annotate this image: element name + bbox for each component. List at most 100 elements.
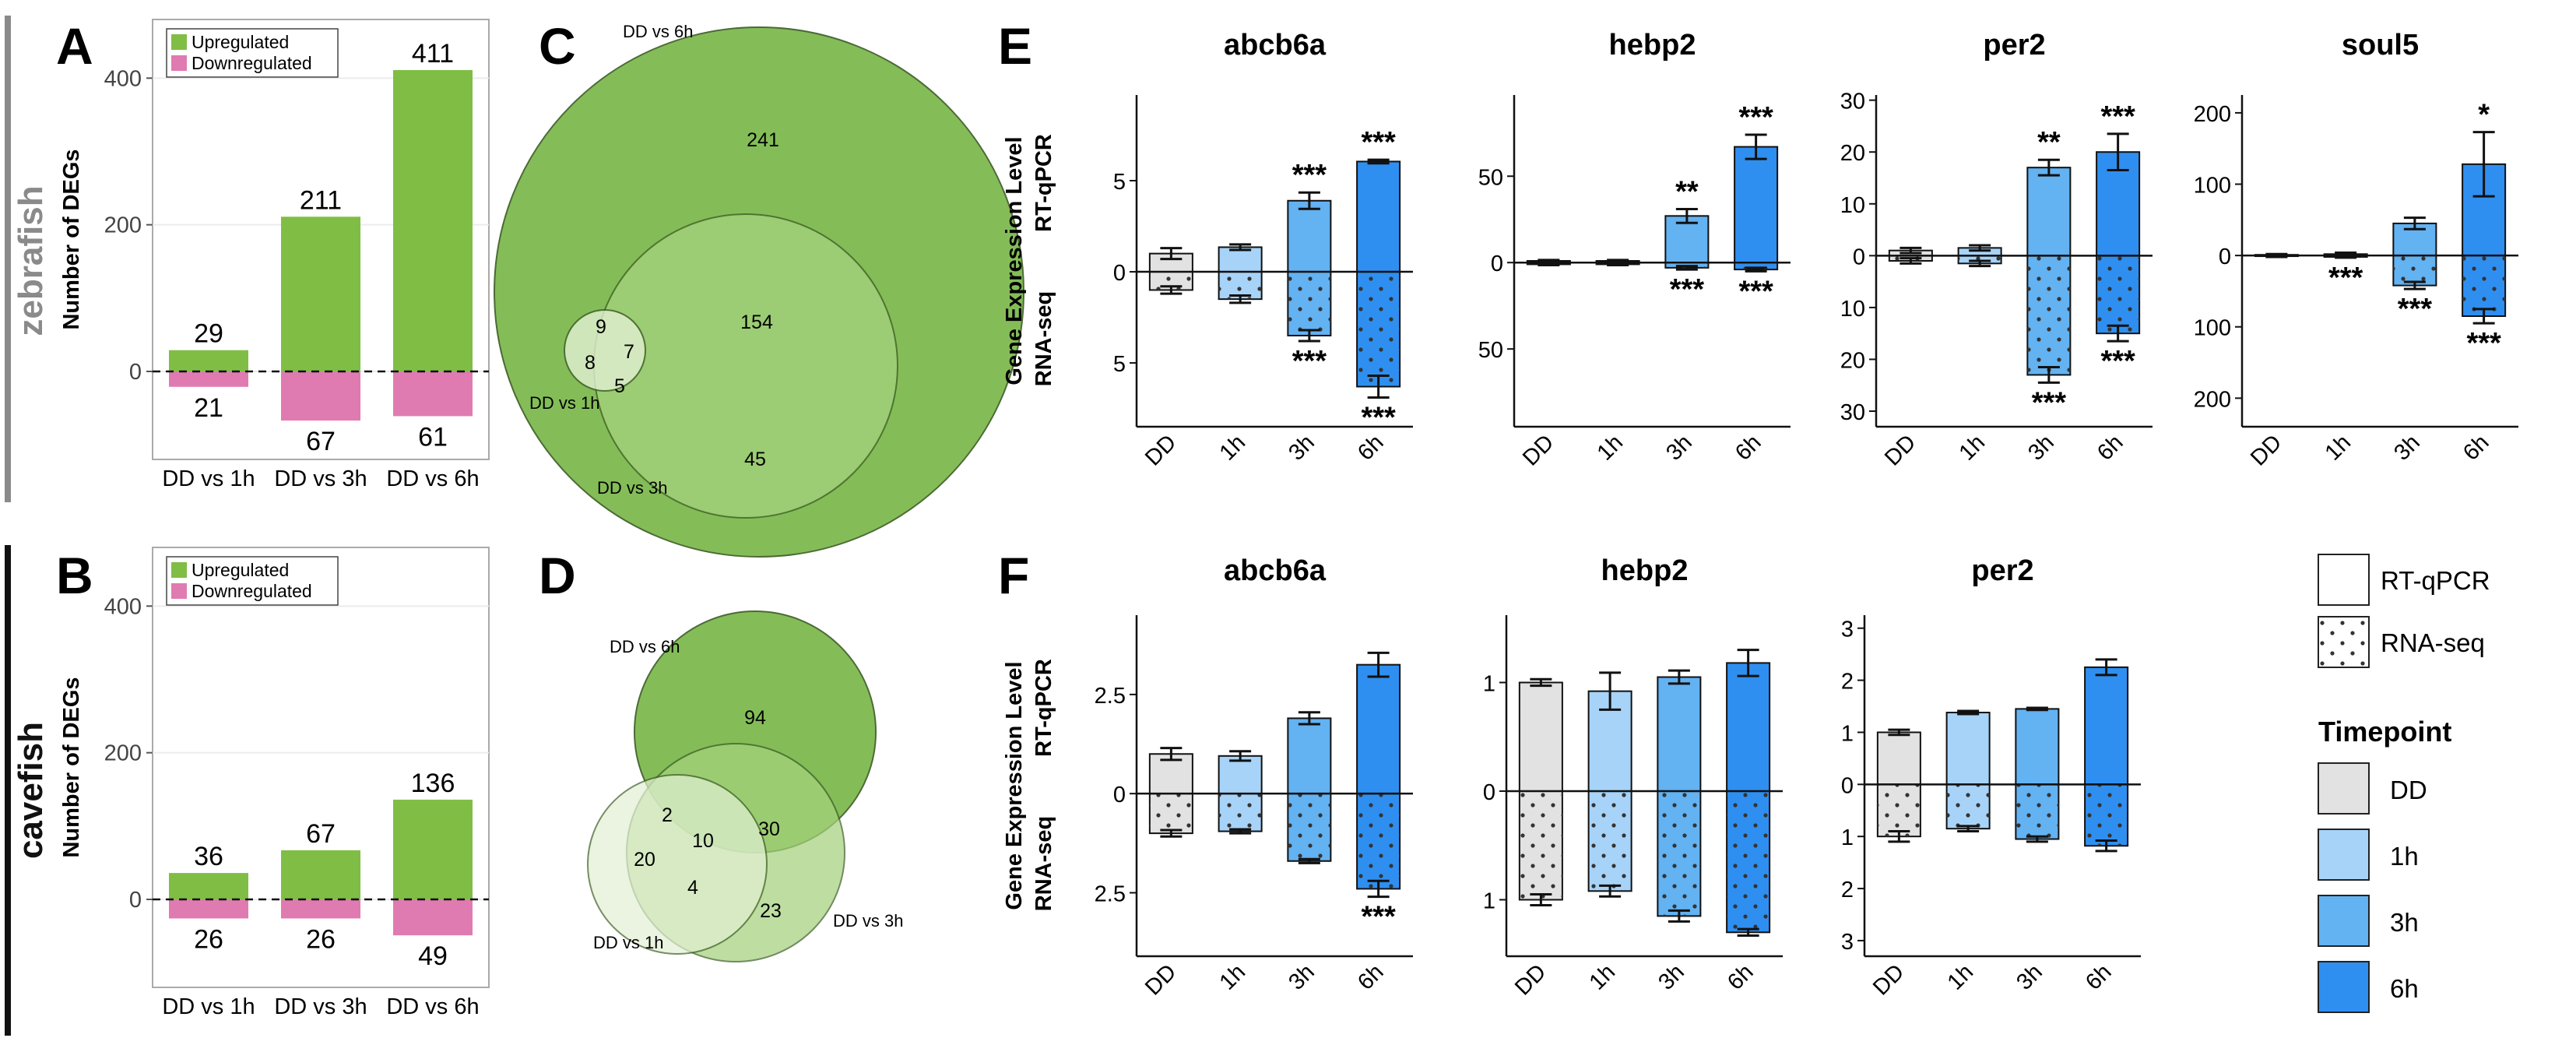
x-tick-label: DD vs 3h bbox=[274, 466, 367, 491]
y-tick-label: 400 bbox=[104, 594, 142, 619]
error-bar-rtqpcr bbox=[1367, 651, 1390, 678]
y-tick-label: 50 bbox=[1478, 338, 1503, 363]
bar-upregulated bbox=[169, 350, 248, 371]
error-bar-rnaseq bbox=[2403, 280, 2426, 290]
bar-upregulated bbox=[169, 873, 248, 899]
bar-rtqpcr-6h bbox=[1734, 146, 1779, 264]
venn-d-count-6h-3h: 30 bbox=[758, 818, 780, 840]
venn-c-count-only6h: 241 bbox=[747, 129, 779, 151]
x-tick-label: DD vs 6h bbox=[386, 466, 479, 491]
error-bar-rnaseq bbox=[2026, 835, 2048, 843]
y-tick-label: 30 bbox=[1840, 90, 1865, 114]
panel-c-venn: DD vs 6h DD vs 3h DD vs 1h 241 154 45 8 … bbox=[494, 22, 1024, 558]
data-label-down: 67 bbox=[306, 427, 336, 456]
bar-rtqpcr-3h bbox=[2015, 708, 2060, 786]
error-bar-rtqpcr bbox=[1745, 133, 1767, 160]
y-tick-label: 20 bbox=[1840, 348, 1865, 373]
legend-label-up: Upregulated bbox=[192, 32, 289, 52]
species-label-cavefish: cavefish bbox=[12, 722, 50, 859]
y-tick-label: 200 bbox=[2194, 102, 2231, 127]
error-bar-rtqpcr bbox=[1538, 259, 1560, 263]
gene-title: soul5 bbox=[2342, 29, 2419, 62]
significance-rnaseq: *** bbox=[1292, 345, 1327, 378]
y-tick-label: 3 bbox=[1841, 618, 1854, 642]
panel-letter-e: E bbox=[998, 17, 1032, 75]
y-tick-label: 0 bbox=[1841, 773, 1854, 798]
x-tick-label: 3h bbox=[2023, 430, 2058, 465]
bar-rnaseq-dots-1h bbox=[1946, 784, 1990, 829]
y-tick-label: 0 bbox=[129, 888, 142, 913]
panel-b-deg-chart: 0 200 400 Number of DEGs 36 26 DD vs 1h 67 26 DD … bbox=[59, 547, 490, 1019]
bar-downregulated bbox=[393, 371, 473, 417]
y-axis-title-main: Gene Expression Level bbox=[1002, 661, 1027, 910]
species-bar-cavefish: cavefish bbox=[5, 545, 50, 1036]
expression-chart-per2: per2 3 2 1 0 1 2 3 DD 1h 3h 6h bbox=[1841, 554, 2141, 1001]
error-bar-rnaseq bbox=[1229, 828, 1252, 835]
x-tick-label: DD bbox=[2246, 430, 2286, 470]
expression-chart-hebp2: hebp2 1 0 1 DD 1h 3h 6h bbox=[1483, 554, 1783, 1001]
significance-rtqpcr: ** bbox=[1675, 175, 1699, 208]
y-tick-label: 100 bbox=[2194, 316, 2231, 341]
legend-swatch-down bbox=[171, 583, 187, 599]
x-tick-label: 1h bbox=[1955, 430, 1990, 465]
bar-rtqpcr-6h bbox=[2084, 666, 2129, 786]
significance-rtqpcr: *** bbox=[1738, 101, 1773, 134]
legend-label-3h: 3h bbox=[2390, 908, 2419, 937]
error-bar-rtqpcr bbox=[1957, 709, 1980, 716]
venn-d-label-3h: DD vs 3h bbox=[833, 911, 903, 931]
gene-title: abcb6a bbox=[1224, 554, 1327, 587]
error-bar-rnaseq bbox=[1607, 262, 1629, 267]
x-tick-label: DD vs 1h bbox=[162, 466, 255, 491]
x-tick-label: 1h bbox=[1585, 959, 1620, 994]
legend-swatch-1h bbox=[2318, 829, 2370, 881]
venn-d-count-only3h: 23 bbox=[760, 900, 782, 922]
y-axis-title-rnaseq: RNA-seq bbox=[1031, 816, 1056, 911]
error-bar-rnaseq bbox=[1745, 266, 1767, 273]
x-tick-label: DD bbox=[1510, 959, 1551, 1000]
bar-rnaseq-dots-6h bbox=[2462, 255, 2506, 316]
bar-rtqpcr-6h bbox=[1356, 160, 1401, 273]
data-label-down: 26 bbox=[194, 924, 223, 954]
legend-label-rtqpcr: RT-qPCR bbox=[2381, 566, 2490, 595]
x-tick-label: DD vs 3h bbox=[274, 994, 367, 1019]
error-bar-rtqpcr bbox=[1530, 677, 1552, 688]
x-tick-label: 3h bbox=[1661, 430, 1696, 465]
y-tick-label: 5 bbox=[1113, 170, 1126, 195]
bar-downregulated bbox=[169, 899, 248, 919]
x-tick-label: 6h bbox=[1353, 959, 1388, 994]
bar-rtqpcr-3h bbox=[2026, 167, 2072, 257]
bar-rtqpcr-3h bbox=[1657, 676, 1702, 792]
expression-chart-abcb6a: abcb6a 2.5 0 2.5 DD 1h 3h *** 6h bbox=[1095, 554, 1413, 1001]
x-tick-label: DD vs 6h bbox=[386, 994, 479, 1019]
gene-title: abcb6a bbox=[1224, 29, 1327, 62]
y-tick-label: 3 bbox=[1841, 930, 1854, 955]
y-tick-label: 0 bbox=[1483, 780, 1495, 805]
y-tick-label: 10 bbox=[1840, 193, 1865, 218]
y-tick-label: 0 bbox=[1491, 252, 1503, 276]
error-bar-rnaseq bbox=[1668, 909, 1690, 923]
bar-upregulated bbox=[393, 69, 473, 371]
error-bar-rnaseq bbox=[1160, 285, 1183, 295]
data-label-down: 26 bbox=[306, 924, 336, 954]
x-tick-label: 6h bbox=[1731, 430, 1766, 465]
venn-c-count-1h-3h: 5 bbox=[614, 375, 625, 397]
legend-swatch-rtqpcr bbox=[2318, 554, 2370, 606]
panel-f-expression-charts: abcb6a 2.5 0 2.5 DD 1h 3h *** 6h hebp2 1 0 1 DD 1h 3h 6h… bbox=[1002, 554, 2141, 1001]
data-label-down: 61 bbox=[418, 422, 448, 452]
venn-d-count-1h-3h: 4 bbox=[687, 877, 698, 899]
bar-rtqpcr-1h bbox=[1945, 712, 1991, 786]
panel-a-deg-chart: 0 200 400 Number of DEGs 29 21 DD vs 1h 211 67 DD… bbox=[59, 19, 490, 491]
data-label-down: 21 bbox=[194, 393, 223, 423]
gene-title: hebp2 bbox=[1601, 554, 1689, 587]
bar-rnaseq-dots-1h bbox=[1588, 790, 1632, 892]
bar-rnaseq-dots-6h bbox=[2096, 255, 2140, 334]
error-bar-rnaseq bbox=[1737, 927, 1759, 937]
venn-d-circle-1h bbox=[587, 774, 768, 955]
panel-letter-d: D bbox=[539, 547, 576, 604]
x-tick-label: 1h bbox=[1593, 430, 1628, 465]
y-tick-label: 400 bbox=[104, 66, 142, 91]
y-tick-label: 200 bbox=[104, 741, 142, 766]
error-bar-rtqpcr bbox=[1899, 246, 1922, 255]
x-tick-label: DD vs 1h bbox=[162, 994, 255, 1019]
